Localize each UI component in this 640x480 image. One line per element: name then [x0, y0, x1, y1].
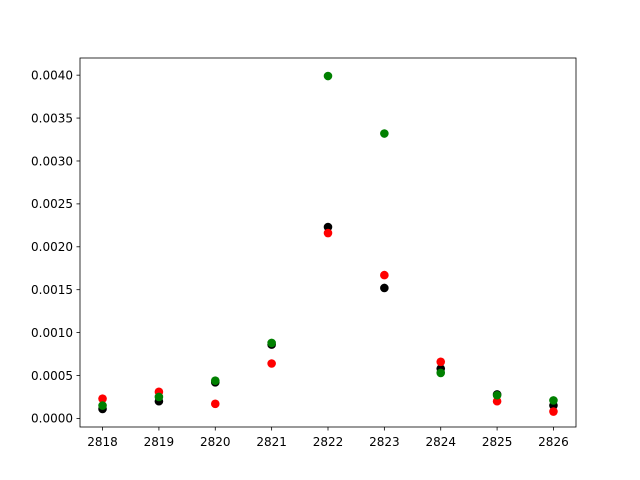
y-tick-label: 0.0015: [31, 283, 73, 297]
plot-area: [80, 58, 576, 427]
data-point-series-3: [492, 390, 502, 400]
x-tick-label: 2824: [425, 435, 456, 449]
data-point-series-3: [210, 376, 220, 385]
x-tick-label: 2820: [200, 435, 231, 449]
data-point-series-2: [436, 357, 446, 367]
x-tick-label: 2821: [256, 435, 287, 449]
y-tick-label: 0.0010: [31, 326, 73, 340]
x-tick-label: 2818: [87, 435, 118, 449]
data-point-series-1: [380, 283, 389, 293]
data-point-series-2: [549, 407, 558, 416]
y-tick-label: 0.0035: [31, 111, 73, 125]
x-tick-label: 2825: [482, 435, 513, 449]
y-tick-label: 0.0005: [31, 369, 73, 383]
x-axis: 2818 2819 2820 2821 2822 2823 2824 2825 2826: [87, 427, 569, 449]
data-point-series-3: [154, 392, 164, 402]
y-tick-label: 0.0020: [31, 240, 73, 254]
y-tick-label: 0.0030: [31, 154, 73, 168]
plot-frame: [79, 57, 577, 428]
x-tick-label: 2823: [369, 435, 400, 449]
data-point-series-3: [267, 338, 276, 348]
data-point-series-2: [380, 270, 389, 280]
data-point-series-3: [549, 396, 558, 405]
data-point-series-1: [323, 222, 333, 232]
y-tick-label: 0.0040: [31, 68, 73, 82]
data-point-series-2: [323, 228, 333, 238]
data-point-series-2: [98, 394, 107, 403]
data-point-series-3: [323, 71, 333, 81]
data-point-series-3: [380, 129, 389, 138]
x-tick-label: 2822: [313, 435, 344, 449]
y-axis: 0.0000 0.0005 0.0010 0.0015 0.0020 0.0025 0.00…: [31, 68, 80, 426]
data-point-series-2: [492, 396, 502, 406]
y-tick-label: 0.0025: [31, 197, 73, 211]
data-point-series-2: [267, 359, 276, 368]
y-tick-label: 0.0000: [31, 412, 73, 426]
data-points: [98, 71, 558, 416]
x-tick-label: 2826: [538, 435, 569, 449]
x-tick-label: 2819: [144, 435, 175, 449]
data-point-series-3: [98, 401, 107, 410]
data-point-series-2: [210, 399, 220, 409]
data-point-series-3: [436, 368, 446, 378]
